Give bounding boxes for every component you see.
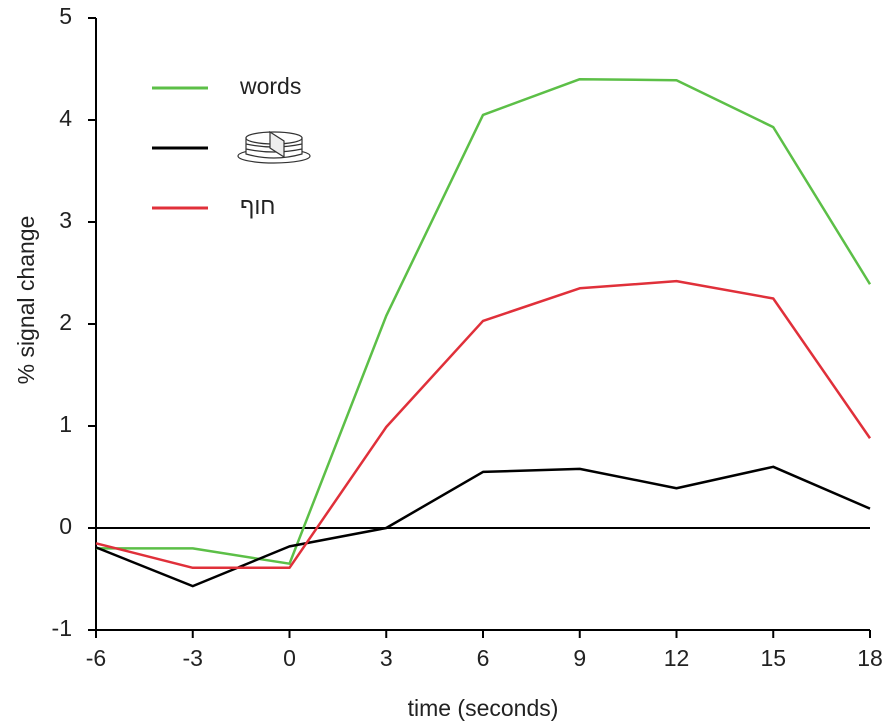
x-tick-label: 6 (477, 645, 490, 671)
x-tick-label: 15 (760, 645, 786, 671)
x-tick-label: -3 (183, 645, 203, 671)
y-tick-label: 1 (59, 411, 72, 437)
x-tick-label: 0 (283, 645, 296, 671)
x-tick-label: 12 (664, 645, 690, 671)
legend-label: חוף (240, 193, 275, 219)
y-axis-title: % signal change (13, 216, 39, 385)
y-tick-label: 2 (59, 309, 72, 335)
y-tick-label: 4 (59, 105, 72, 131)
x-tick-label: 18 (857, 645, 883, 671)
series-line (95, 279, 872, 570)
cake-icon (237, 130, 311, 164)
legend-label: words (239, 73, 301, 99)
y-tick-label: -1 (52, 615, 72, 641)
x-tick-label: 9 (573, 645, 586, 671)
x-tick-label: 3 (380, 645, 393, 671)
x-tick-label: -6 (86, 645, 106, 671)
series-line (95, 465, 871, 588)
y-tick-label: 5 (59, 3, 72, 29)
y-tick-label: 3 (59, 207, 72, 233)
series-line (96, 77, 872, 565)
x-axis-title: time (seconds) (408, 695, 559, 721)
y-tick-label: 0 (59, 513, 72, 539)
